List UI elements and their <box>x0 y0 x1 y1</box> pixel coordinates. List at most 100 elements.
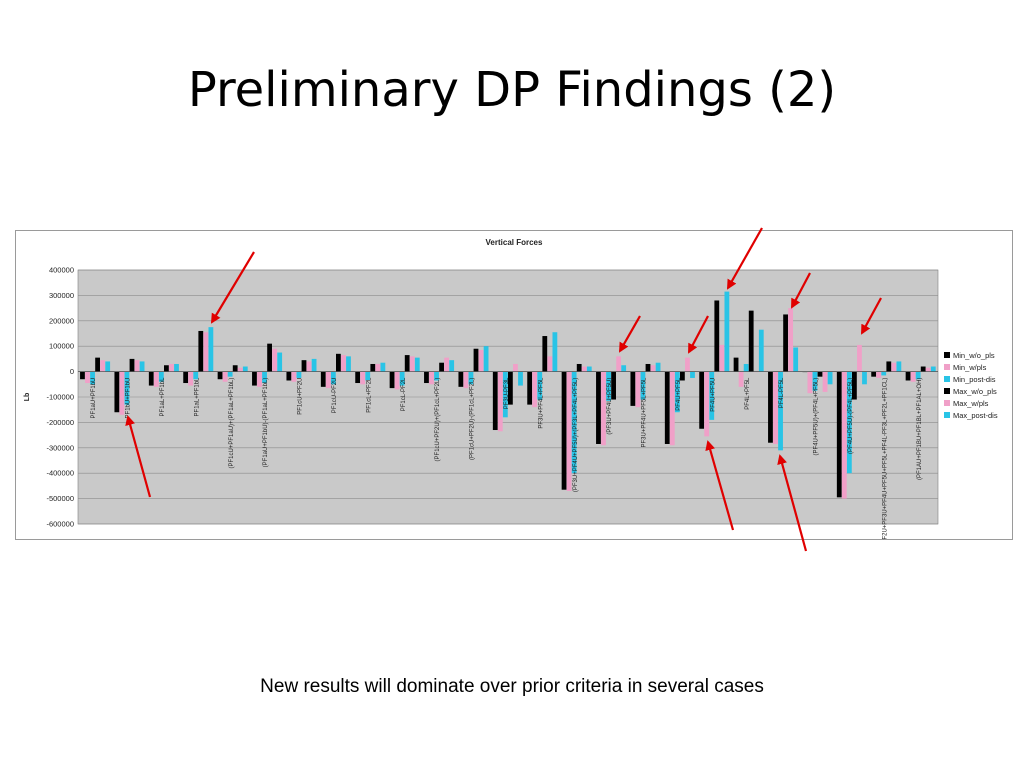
bar <box>80 371 85 380</box>
bar <box>915 371 921 380</box>
x-tick-label: PF1cL+PF2L <box>366 377 372 413</box>
legend-swatch <box>944 352 950 358</box>
bar <box>188 371 194 386</box>
bar <box>394 371 400 390</box>
bar <box>139 361 145 372</box>
bar <box>409 356 415 372</box>
x-tick-label: PF4L+PF5L <box>745 377 751 410</box>
bar <box>262 371 267 384</box>
bar <box>277 352 283 372</box>
bar <box>414 357 420 372</box>
y-tick-label: -500000 <box>46 494 74 503</box>
bar <box>910 371 916 382</box>
bar <box>336 353 341 372</box>
x-tick-label: PF1cU-PF2U <box>332 378 338 414</box>
bar <box>183 371 189 384</box>
legend: Min_w/o_pls Min_w/pls Min_post-dis Max_w/o_… <box>944 351 998 420</box>
bar <box>365 371 371 381</box>
legend-label: Min_w/pls <box>953 363 987 372</box>
bar <box>586 366 592 372</box>
slide-title: Preliminary DP Findings (2) <box>187 62 837 118</box>
bar <box>724 291 730 372</box>
bar <box>611 371 616 400</box>
bar <box>561 371 567 490</box>
bar <box>439 362 444 372</box>
bar <box>158 371 164 382</box>
bar <box>508 371 513 405</box>
bar <box>217 371 223 380</box>
legend-swatch <box>944 412 950 418</box>
y-tick-label: -300000 <box>46 443 74 452</box>
bar <box>478 350 484 372</box>
bar <box>169 363 174 372</box>
bar <box>601 371 606 446</box>
bar <box>527 371 533 405</box>
bar <box>606 371 611 401</box>
bar <box>547 356 553 372</box>
bar <box>891 362 897 372</box>
bar <box>616 356 622 372</box>
bar <box>748 310 754 372</box>
bar <box>370 363 376 372</box>
bar <box>532 371 538 408</box>
bar <box>483 346 489 372</box>
x-tick-label: (PF1AU+PF1BU+PF1BL+PF1AL+OH) <box>917 378 923 480</box>
bar <box>896 361 902 372</box>
slide-caption: New results will dominate over prior cri… <box>260 676 764 697</box>
bar <box>296 371 302 378</box>
bar <box>129 358 135 372</box>
bar <box>242 366 248 372</box>
bar <box>674 371 680 413</box>
y-tick-label: 400000 <box>49 266 74 275</box>
legend-swatch <box>944 400 950 406</box>
bar <box>930 366 936 372</box>
bar <box>714 300 720 372</box>
bar <box>566 371 572 491</box>
legend-label: Min_w/o_pls <box>953 351 995 360</box>
bar <box>699 371 705 429</box>
bar <box>252 371 257 386</box>
bar <box>807 371 813 394</box>
x-tick-label: (PF4U+PF5U)+(PF4L+PF5L) <box>814 378 820 456</box>
bar <box>502 371 508 418</box>
x-tick-label: PF4U+PF5U <box>710 378 716 412</box>
x-tick-label: PF3U-PF3L <box>504 377 510 409</box>
bar <box>222 371 228 382</box>
bar <box>306 361 312 372</box>
bar <box>743 363 749 372</box>
bar <box>237 367 243 372</box>
legend-label: Max_w/pls <box>953 399 989 408</box>
bar <box>341 355 346 372</box>
bar <box>434 371 439 381</box>
y-tick-label: 0 <box>70 367 74 376</box>
bar <box>174 363 179 372</box>
bar <box>164 365 169 372</box>
bar <box>650 365 656 372</box>
bar <box>680 371 685 381</box>
bar <box>596 371 601 444</box>
x-tick-label: (PF1cU+PF2U)-(PF1cL+PF2L) <box>470 378 476 460</box>
bar <box>468 371 474 385</box>
bar <box>119 371 125 415</box>
bar <box>571 371 577 474</box>
bar <box>704 371 710 437</box>
bar <box>227 371 233 377</box>
x-tick-label: PF4L-PF5L <box>779 377 785 408</box>
bar <box>311 358 317 372</box>
y-tick-label: 100000 <box>49 342 74 351</box>
bar <box>537 371 543 400</box>
legend-label: Max_w/o_pls <box>953 387 997 396</box>
bar <box>758 329 764 372</box>
bar <box>738 371 744 387</box>
bar <box>355 371 361 384</box>
bar <box>301 360 307 372</box>
bar <box>630 371 636 406</box>
x-tick-label: PF3U+PF4L+PF5L <box>538 377 544 429</box>
bar <box>576 363 582 372</box>
bar <box>114 371 120 413</box>
bar <box>429 371 434 385</box>
chart-title: Vertical Forces <box>486 238 543 247</box>
bar <box>552 332 558 372</box>
bar <box>148 371 154 386</box>
y-tick-label: -200000 <box>46 418 74 427</box>
